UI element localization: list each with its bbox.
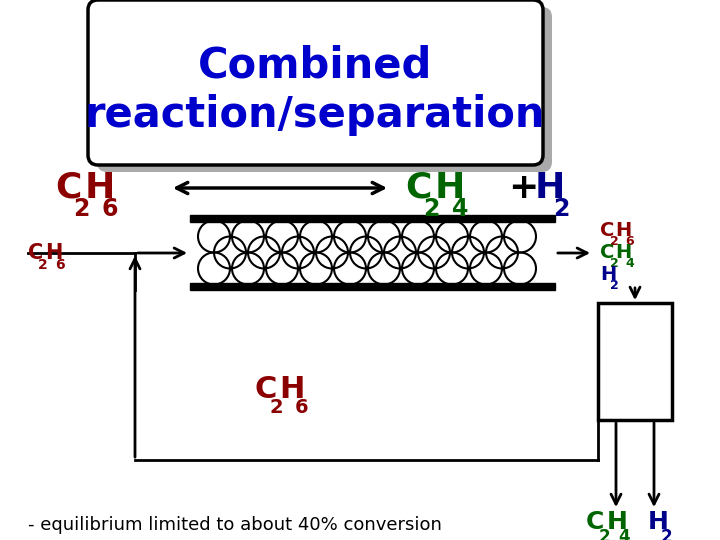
Text: H: H [434,171,464,205]
Text: 2: 2 [610,279,618,292]
Text: 2: 2 [423,197,439,221]
Text: H: H [616,220,632,240]
Text: 2: 2 [73,197,89,221]
Text: H: H [279,375,305,404]
Bar [190,215,555,222]
Text: 2: 2 [610,257,618,270]
Text: +: + [508,171,539,205]
Text: C: C [28,243,43,263]
Text: H: H [600,265,616,284]
Text: 2: 2 [598,528,610,540]
Text: C: C [405,171,431,205]
Text: H: H [84,171,114,205]
Text: C: C [600,220,614,240]
Text: 6: 6 [55,258,65,272]
Text: 6: 6 [102,197,118,221]
Text: 2: 2 [610,235,618,248]
Text: C: C [55,171,81,205]
Bar [190,283,555,290]
Text: 4: 4 [618,528,630,540]
Text: H: H [535,171,565,205]
Text: H: H [648,510,669,534]
Text: C: C [586,510,604,534]
FancyBboxPatch shape [88,0,543,165]
Text: H: H [606,510,627,534]
Text: 6: 6 [625,235,634,248]
Text: C: C [600,242,614,261]
Text: 2: 2 [38,258,48,272]
Text: - equilibrium limited to about 40% conversion: - equilibrium limited to about 40% conve… [28,516,442,534]
Text: H: H [616,242,632,261]
Text: C: C [255,375,277,404]
Bar [598,303,672,420]
Text: reaction/separation: reaction/separation [85,94,545,136]
Text: 2: 2 [270,397,284,417]
Text: 6: 6 [294,397,308,417]
FancyBboxPatch shape [97,7,552,172]
Text: 4: 4 [452,197,468,221]
Text: H: H [45,243,63,263]
Text: 2: 2 [660,528,672,540]
Text: Combined: Combined [198,44,432,86]
Text: 4: 4 [625,257,634,270]
Text: 2: 2 [553,197,569,221]
